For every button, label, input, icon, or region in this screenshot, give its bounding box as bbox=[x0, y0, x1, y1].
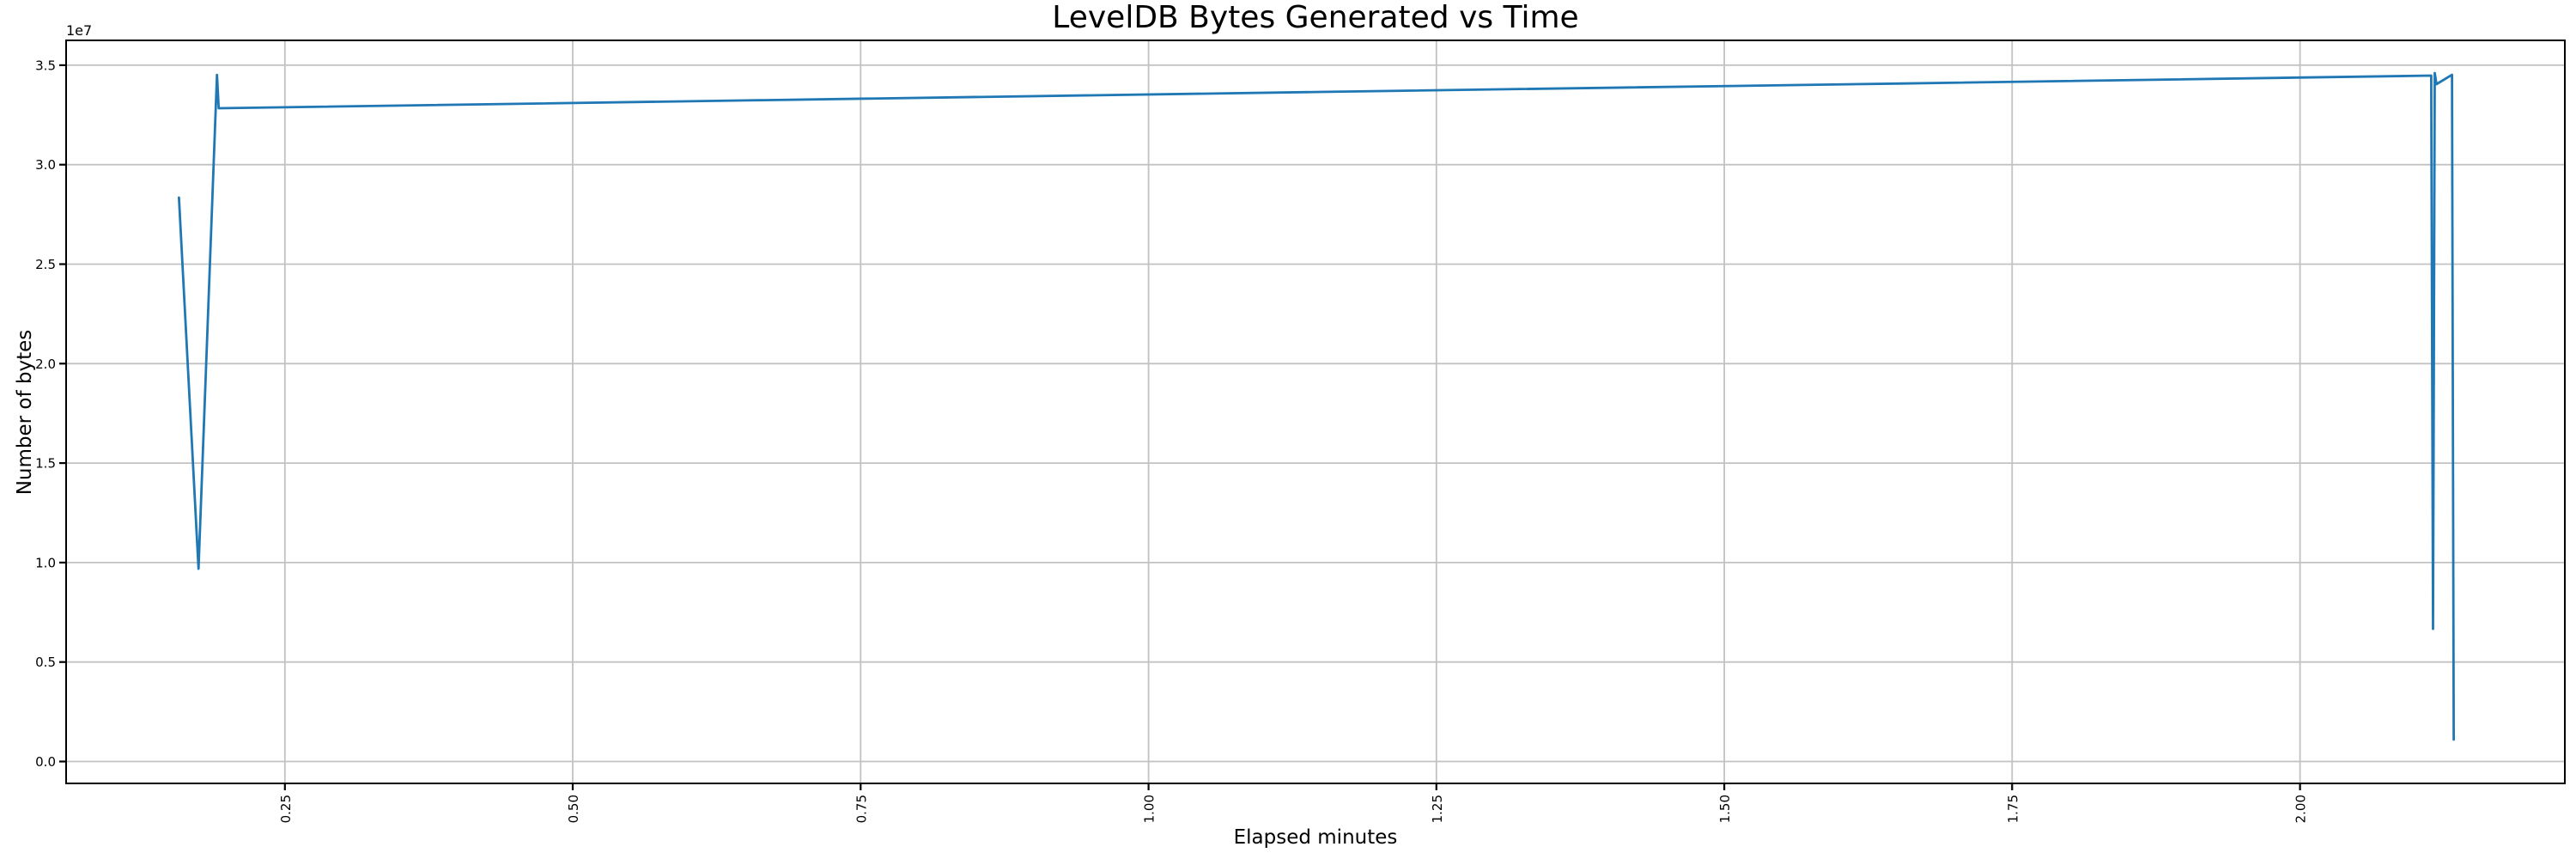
y-axis-ticks: 0.0 0.5 1.0 1.5 2.0 2.5 3.0 3.5 bbox=[35, 58, 66, 770]
data-series bbox=[177, 71, 2456, 741]
x-tick-label: 1.25 bbox=[1430, 795, 1445, 823]
y-tick-label: 2.5 bbox=[35, 257, 56, 272]
data-line bbox=[177, 71, 2456, 741]
x-axis-label: Elapsed minutes bbox=[1233, 826, 1398, 849]
y-tick-label: 1.0 bbox=[35, 555, 56, 570]
x-axis-ticks: 0.25 0.50 0.75 1.00 1.25 1.50 1.75 2.00 bbox=[278, 783, 2309, 823]
y-tick-label: 1.5 bbox=[35, 456, 56, 472]
axes-frame bbox=[65, 40, 2566, 784]
y-axis-label: Number of bytes bbox=[14, 329, 36, 496]
gridlines bbox=[66, 40, 2565, 783]
axes-spines bbox=[65, 40, 2566, 784]
x-tick-label: 1.75 bbox=[2005, 795, 2020, 823]
y-tick-label: 0.5 bbox=[35, 655, 56, 670]
y-tick-label: 0.0 bbox=[35, 754, 56, 770]
x-tick-label: 0.75 bbox=[854, 795, 869, 823]
x-tick-label: 0.50 bbox=[566, 795, 581, 823]
chart-title: LevelDB Bytes Generated vs Time bbox=[1052, 0, 1579, 35]
x-tick-label: 0.25 bbox=[278, 795, 294, 823]
y-tick-label: 3.0 bbox=[35, 157, 56, 173]
x-tick-label: 1.50 bbox=[1717, 795, 1733, 823]
x-tick-label: 1.00 bbox=[1142, 795, 1157, 823]
x-tick-label: 2.00 bbox=[2293, 795, 2309, 823]
y-tick-label: 3.5 bbox=[35, 58, 56, 73]
y-axis-offset-text: 1e7 bbox=[66, 22, 93, 39]
y-tick-label: 2.0 bbox=[35, 356, 56, 372]
